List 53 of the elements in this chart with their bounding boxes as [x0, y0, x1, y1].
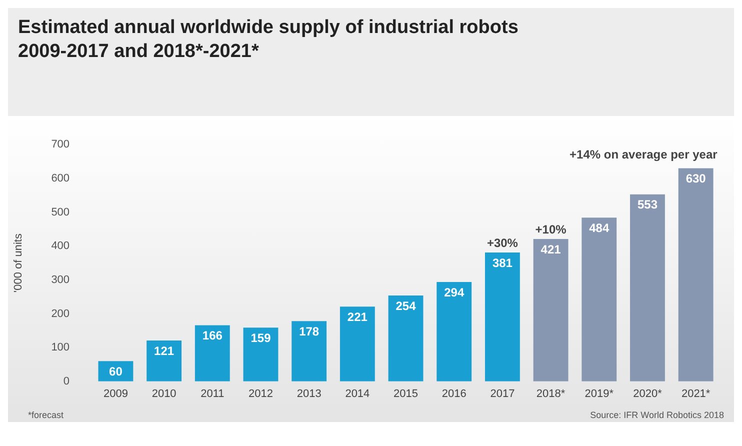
- annotation: +10%: [535, 222, 567, 236]
- data-label: 221: [347, 310, 368, 324]
- data-label: 159: [250, 330, 272, 345]
- y-tick-label: 200: [51, 308, 70, 320]
- x-tick-label: 2011: [200, 388, 224, 400]
- y-tick-label: 0: [63, 375, 70, 388]
- y-tick-label: 700: [51, 138, 70, 151]
- bar: [678, 168, 714, 382]
- data-label: 484: [589, 220, 610, 235]
- y-tick-label: 300: [51, 274, 70, 286]
- bar: [340, 306, 375, 382]
- x-tick-label: 2017: [490, 388, 515, 400]
- y-tick-label: 600: [51, 172, 70, 184]
- bar: [533, 238, 568, 382]
- x-tick-label: 2018*: [536, 388, 566, 400]
- x-tick-label: 2013: [296, 388, 322, 400]
- x-tick-label: 2009: [103, 388, 128, 400]
- data-label: 121: [154, 344, 174, 358]
- x-tick-label: 2012: [248, 388, 273, 400]
- x-tick-label: 2019*: [584, 388, 614, 400]
- bar: [484, 252, 520, 382]
- annotation: +30%: [486, 236, 518, 250]
- x-tick-label: 2016: [442, 388, 466, 400]
- y-tick-label: 100: [51, 342, 70, 354]
- bar: [146, 340, 182, 382]
- y-tick-label: 500: [51, 206, 70, 218]
- y-tick-label: 400: [51, 240, 70, 252]
- annotation: +14% on average per year: [570, 148, 718, 162]
- y-axis-title: '000 of units: [12, 233, 25, 292]
- x-tick-label: 2014: [345, 388, 370, 400]
- bar: [388, 295, 424, 382]
- data-label: 254: [396, 298, 416, 313]
- data-label: 421: [540, 242, 562, 256]
- bar: [630, 194, 665, 382]
- data-label: 630: [686, 172, 706, 186]
- data-label: 294: [444, 285, 464, 300]
- x-tick-label: 2020*: [633, 388, 663, 400]
- data-label: 166: [202, 328, 223, 343]
- bar: [582, 218, 617, 382]
- bar: [436, 282, 472, 382]
- data-label: 60: [109, 364, 123, 378]
- data-label: 381: [492, 256, 513, 270]
- bar: [243, 328, 278, 382]
- bar: [292, 321, 327, 382]
- text: *forecast: [28, 410, 64, 420]
- data-label: 553: [637, 198, 658, 212]
- x-tick-label: 2015: [394, 388, 418, 400]
- source-note: Source: IFR World Robotics 2018: [590, 410, 724, 420]
- x-tick-label: 2021*: [681, 388, 711, 400]
- x-tick-label: 2010: [152, 388, 176, 400]
- chart-title: Estimated annual worldwide supply of industrial robots 2009-2017 and 2018*-2021*: [17, 16, 520, 64]
- data-label: 178: [299, 324, 320, 338]
- bar: [194, 325, 230, 382]
